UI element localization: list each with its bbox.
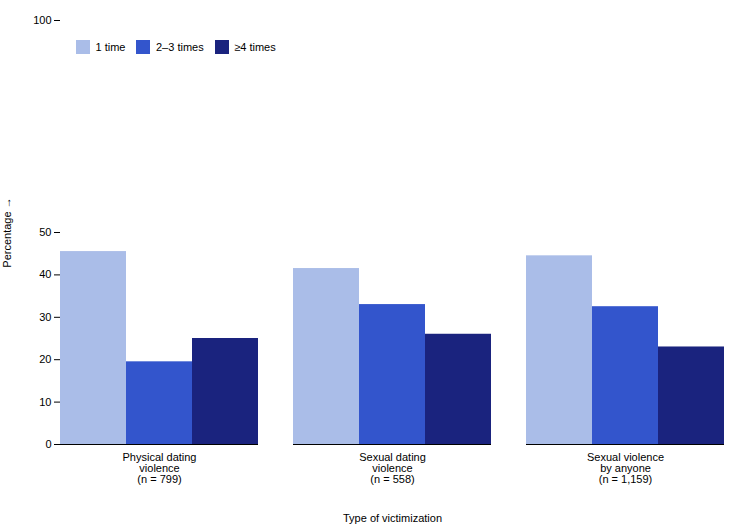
svg-text:40: 40 [39, 268, 51, 280]
svg-text:100: 100 [33, 14, 51, 26]
svg-text:0: 0 [45, 438, 51, 450]
html-text:1 time: 1 time [95, 40, 126, 53]
svg-text:Sexual violenceby anyone(n = 1: Sexual violenceby anyone(n = 1,159) [587, 451, 664, 485]
svg-text:20: 20 [39, 353, 51, 365]
svg-text:10: 10 [39, 396, 51, 408]
html-text:2–3 times: 2–3 times [156, 40, 204, 53]
svg-text:Physical datingviolence(n = 79: Physical datingviolence(n = 799) [123, 451, 197, 485]
svg-text:Type of victimization: Type of victimization [343, 512, 442, 524]
html-text:≥4 times: ≥4 times [234, 40, 276, 53]
svg-text:30: 30 [39, 311, 51, 323]
svg-text:50: 50 [39, 226, 51, 238]
svg-text:Sexual datingviolence(n = 558): Sexual datingviolence(n = 558) [359, 451, 426, 485]
svg-text:Percentage →: Percentage → [1, 197, 13, 267]
